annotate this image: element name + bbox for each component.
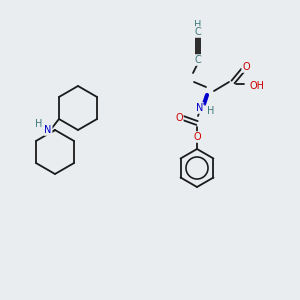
Text: C: C — [195, 27, 201, 37]
Text: N: N — [44, 125, 52, 135]
Text: OH: OH — [250, 81, 265, 91]
Text: H: H — [35, 119, 43, 129]
Text: O: O — [193, 132, 201, 142]
Text: N: N — [196, 103, 204, 113]
Text: O: O — [242, 62, 250, 72]
Text: H: H — [194, 20, 202, 30]
Text: H: H — [207, 106, 215, 116]
Text: O: O — [175, 113, 183, 123]
Text: C: C — [195, 55, 201, 65]
